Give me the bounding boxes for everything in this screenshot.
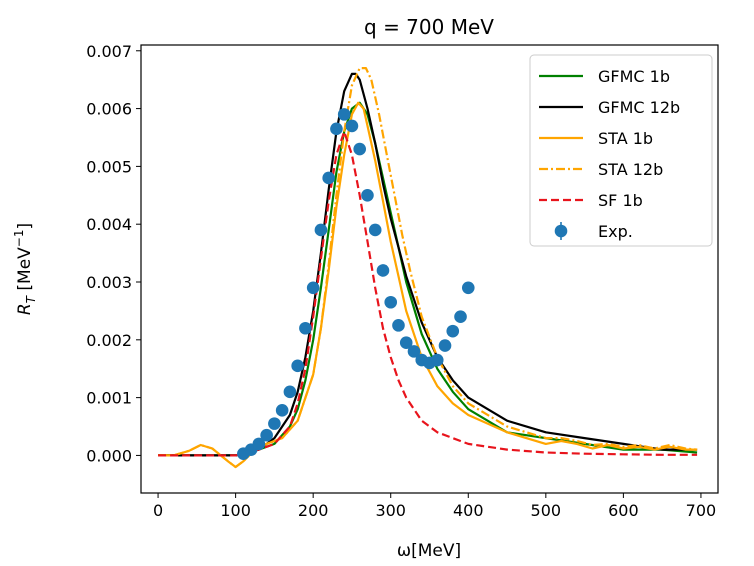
series-line-gfmc-12b bbox=[158, 72, 698, 457]
data-point bbox=[353, 142, 367, 156]
y-tick-label: 0.000 bbox=[86, 446, 132, 465]
data-point bbox=[361, 188, 374, 202]
series-line-sta-1b bbox=[158, 101, 698, 469]
x-tick-label: 600 bbox=[608, 501, 639, 520]
y-axis-label: RT [MeV−1] bbox=[12, 223, 38, 315]
x-tick-label: 0 bbox=[153, 501, 163, 520]
legend-label: STA 12b bbox=[598, 160, 663, 179]
data-point bbox=[368, 223, 382, 237]
data-point bbox=[438, 339, 452, 352]
data-point bbox=[252, 437, 266, 451]
legend-items: GFMC 1b GFMC 12b STA 1b STA 12b SF 1b Exp. bbox=[539, 67, 680, 241]
x-tick-label: 500 bbox=[531, 501, 562, 520]
data-point bbox=[283, 385, 297, 399]
data-point bbox=[291, 359, 304, 373]
data-point bbox=[330, 122, 343, 136]
data-point bbox=[306, 281, 320, 295]
x-tick-label: 200 bbox=[298, 501, 329, 520]
data-point bbox=[461, 281, 475, 295]
legend-frame bbox=[529, 54, 713, 247]
data-point bbox=[384, 295, 398, 309]
series-exp bbox=[237, 108, 475, 460]
data-point bbox=[299, 321, 312, 335]
y-tick-label: 0.006 bbox=[86, 100, 132, 119]
y-tick-label: 0.002 bbox=[86, 331, 132, 350]
legend-label: GFMC 1b bbox=[598, 67, 670, 86]
legend-label: STA 1b bbox=[598, 129, 653, 148]
y-tick-label: 0.004 bbox=[86, 215, 132, 234]
y-tick-label: 0.003 bbox=[86, 273, 132, 292]
chart-title: q = 700 MeV bbox=[364, 15, 494, 39]
data-point bbox=[407, 345, 421, 358]
data-point bbox=[275, 404, 289, 417]
y-tick-label: 0.001 bbox=[86, 389, 132, 408]
data-point bbox=[446, 324, 460, 338]
legend-label: SF 1b bbox=[598, 191, 643, 210]
series-line-sta-12b bbox=[158, 67, 698, 469]
y-tick-label: 0.005 bbox=[86, 157, 132, 176]
data-point bbox=[392, 319, 405, 332]
legend: GFMC 1b GFMC 12b STA 1b STA 12b SF 1b Exp. bbox=[529, 54, 713, 247]
data-point bbox=[337, 108, 351, 121]
plot-frame bbox=[140, 44, 719, 494]
x-tick-label: 300 bbox=[375, 501, 406, 520]
legend-marker bbox=[554, 224, 568, 238]
data-point bbox=[430, 353, 444, 367]
y-tick-label: 0.007 bbox=[86, 42, 132, 61]
legend-label: GFMC 12b bbox=[598, 98, 680, 117]
x-tick-label: 700 bbox=[686, 501, 717, 520]
y-axis: 0.000 0.001 0.002 0.003 0.004 0.005 0.006 0.007 bbox=[86, 42, 141, 465]
data-point bbox=[268, 417, 281, 430]
data-point bbox=[345, 119, 359, 133]
data-point bbox=[454, 310, 467, 323]
data-point bbox=[322, 171, 335, 185]
data-point bbox=[376, 264, 390, 277]
series-line-sf-1b bbox=[158, 130, 698, 457]
x-tick-label: 100 bbox=[220, 501, 251, 520]
data-point bbox=[314, 223, 328, 237]
data-point bbox=[260, 428, 273, 442]
data-point bbox=[399, 336, 413, 350]
x-tick-label: 400 bbox=[453, 501, 484, 520]
x-axis-label: ω[MeV] bbox=[397, 541, 461, 561]
series-layer bbox=[158, 67, 698, 469]
legend-label: Exp. bbox=[598, 222, 633, 241]
x-axis: 0 100 200 300 400 500 600 700 bbox=[153, 493, 716, 520]
